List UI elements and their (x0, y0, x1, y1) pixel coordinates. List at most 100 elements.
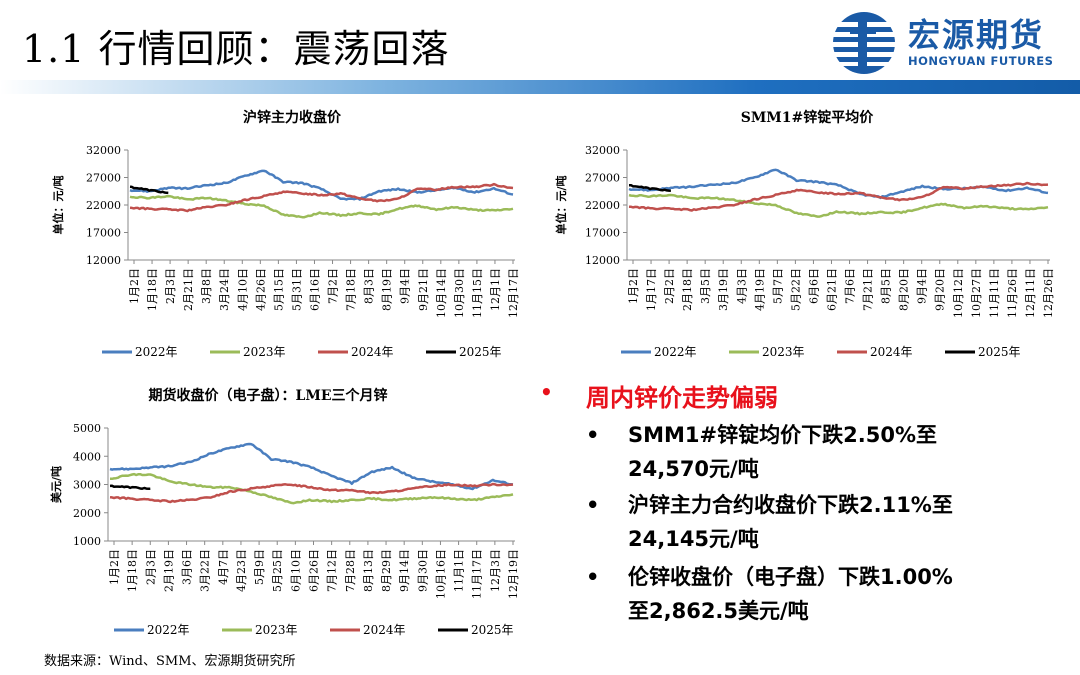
x-tick-label: 10月16日 (434, 549, 447, 599)
x-tick-label: 3月5日 (699, 268, 712, 304)
x-tick-label: 7月2日 (327, 268, 340, 304)
series-line (109, 442, 514, 491)
x-tick-label: 2月2日 (663, 268, 676, 304)
x-tick-label: 2月18日 (681, 268, 694, 311)
x-tick-label: 11月17日 (471, 549, 484, 599)
bullet-item-2-text: 沪锌主力合约收盘价下跌2.11%至 24,145元/吨 (628, 493, 953, 551)
x-tick-label: 1月2日 (108, 549, 121, 585)
x-tick-label: 6月26日 (308, 549, 321, 592)
x-tick-label: 12月11日 (1024, 268, 1037, 318)
legend-label: 2025年 (471, 623, 514, 637)
y-axis-label: 单位：元/吨 (51, 175, 65, 234)
bullet-dot: • (586, 423, 600, 447)
x-tick-label: 12月1日 (489, 268, 502, 311)
bullet-dot: • (540, 380, 553, 404)
x-tick-label: 12月26日 (1042, 268, 1055, 318)
x-tick-label: 2月21日 (182, 268, 195, 311)
y-tick-label: 22000 (585, 199, 620, 212)
logo-text-en: HONGYUAN FUTURES (908, 54, 1054, 68)
x-tick-label: 5月22日 (789, 268, 802, 311)
x-tick-label: 10月30日 (453, 268, 466, 318)
legend-label: 2022年 (654, 345, 697, 359)
hongyuan-globe-icon (831, 12, 897, 74)
x-tick-label: 9月14日 (398, 549, 411, 592)
x-tick-label: 11月11日 (988, 268, 1001, 318)
page-title: 1.1 行情回顾：震荡回落 (22, 27, 450, 71)
x-tick-label: 3月22日 (199, 549, 212, 592)
chart-shfe-zinc: 沪锌主力收盘价 单位：元/吨 32000 27000 22000 17000 12000 1月… (10, 100, 530, 374)
header-gradient-bar (0, 80, 1080, 94)
x-tick-label: 9月4日 (399, 268, 412, 304)
x-tick-label: 10月27日 (970, 268, 983, 318)
x-tick-label: 3月8日 (200, 268, 213, 304)
x-tick-label: 8月5日 (880, 268, 893, 304)
x-tick-label: 5月9日 (253, 549, 266, 585)
legend-label: 2023年 (762, 345, 805, 359)
x-tick-label: 4月10日 (236, 268, 249, 311)
x-tick-label: 12月19日 (507, 549, 520, 599)
x-tick-label: 2月19日 (162, 549, 175, 592)
x-tick-label: 1月18日 (126, 549, 139, 592)
x-tick-label: 10月12日 (952, 268, 965, 318)
y-tick-label: 4000 (73, 450, 101, 463)
x-tick-label: 7月28日 (344, 549, 357, 592)
x-tick-label: 5月31日 (290, 268, 303, 311)
chart-title: 期货收盘价（电子盘）：LME三个月锌 (148, 387, 387, 404)
series-line (129, 194, 514, 219)
x-tick-label: 7月21日 (862, 268, 875, 311)
x-tick-label: 9月20日 (934, 268, 947, 311)
series-line (129, 185, 169, 195)
bullet-dot: • (586, 565, 600, 589)
x-tick-label: 6月16日 (308, 268, 321, 311)
series-line (129, 182, 514, 213)
x-tick-label: 11月1日 (453, 549, 466, 592)
chart-title: 沪锌主力收盘价 (243, 109, 342, 126)
series-line (109, 482, 514, 504)
x-tick-label: 3月19日 (717, 268, 730, 311)
x-tick-label: 11月15日 (471, 268, 484, 318)
y-tick-label: 32000 (585, 144, 620, 157)
x-tick-label: 3月6日 (181, 549, 194, 585)
y-tick-label: 2000 (73, 507, 101, 520)
y-tick-label: 12000 (86, 254, 121, 267)
x-tick-label: 10月14日 (435, 268, 448, 318)
x-tick-label: 6月21日 (825, 268, 838, 311)
chart-title: SMM1#锌锭平均价 (741, 109, 875, 126)
x-tick-label: 11月26日 (1006, 268, 1019, 318)
x-tick-label: 8月3日 (363, 268, 376, 304)
y-tick-label: 22000 (86, 199, 121, 212)
x-tick-label: 3月24日 (218, 268, 231, 311)
y-tick-label: 5000 (73, 422, 101, 435)
x-tick-label: 5月7日 (771, 268, 784, 304)
x-tick-label: 9月21日 (417, 268, 430, 311)
legend-label: 2022年 (147, 623, 190, 637)
x-tick-label: 8月13日 (362, 549, 375, 592)
series-line (628, 193, 1049, 218)
series-line (110, 472, 514, 505)
y-tick-label: 1000 (73, 535, 101, 548)
y-tick-label: 32000 (86, 144, 121, 157)
x-tick-label: 5月25日 (271, 549, 284, 592)
x-tick-label: 1月2日 (627, 268, 640, 304)
x-tick-label: 8月20日 (898, 268, 911, 311)
legend-label: 2023年 (255, 623, 298, 637)
x-tick-label: 6月6日 (807, 268, 820, 304)
x-tick-label: 6月10日 (289, 549, 302, 592)
chart-smm-zinc: SMM1#锌锭平均价 单位：元/吨 32000 27000 22000 17000 1200… (535, 100, 1075, 374)
x-tick-label: 9月30日 (416, 549, 429, 592)
series-line (109, 484, 151, 491)
series-line (629, 183, 671, 192)
x-tick-label: 4月3日 (735, 268, 748, 304)
legend-label: 2025年 (459, 345, 502, 359)
y-tick-label: 17000 (585, 227, 620, 240)
legend-label: 2023年 (243, 345, 286, 359)
x-tick-label: 12月17日 (507, 268, 520, 318)
x-tick-label: 7月12日 (326, 549, 339, 592)
x-tick-label: 1月18日 (146, 268, 159, 311)
x-tick-label: 4月26日 (254, 268, 267, 311)
y-tick-label: 3000 (73, 479, 101, 492)
y-axis-label: 单位：元/吨 (554, 175, 568, 234)
x-tick-label: 8月29日 (380, 549, 393, 592)
x-tick-label: 4月23日 (235, 549, 248, 592)
